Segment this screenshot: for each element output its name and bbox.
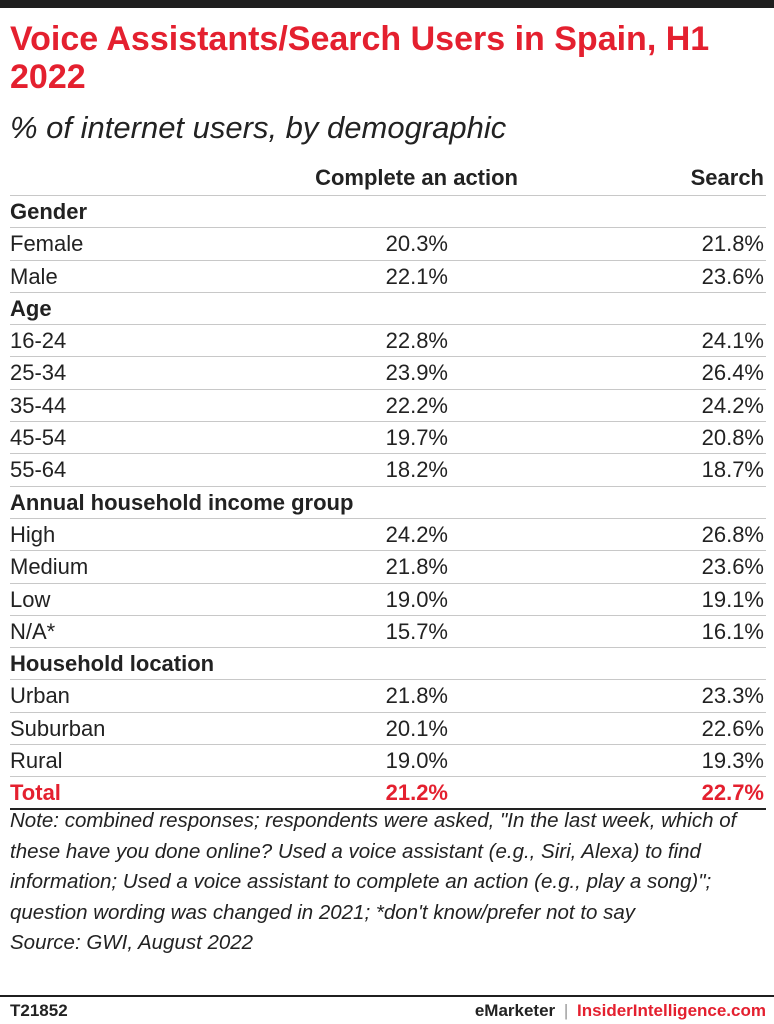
cell-search: 18.7% xyxy=(701,457,764,483)
table-group-row: Household location xyxy=(10,648,766,681)
cell-complete-action: 22.1% xyxy=(385,263,448,289)
cell-search: 16.1% xyxy=(701,618,764,644)
row-label: Female xyxy=(10,231,84,257)
table-row: Female 20.3% 21.8% xyxy=(10,228,766,261)
table-row: N/A* 15.7% 16.1% xyxy=(10,616,766,649)
table-row: Male 22.1% 23.6% xyxy=(10,261,766,293)
row-label: 35-44 xyxy=(10,392,67,418)
group-label: Household location xyxy=(10,651,215,677)
table-row: 55-64 18.2% 18.7% xyxy=(10,454,766,487)
note-text: Note: combined responses; respondents we… xyxy=(10,809,737,924)
table-row: Medium 21.8% 23.6% xyxy=(10,551,766,584)
cell-complete-action: 19.0% xyxy=(385,748,448,774)
cell-complete-action: 19.0% xyxy=(385,586,448,612)
table-group-row: Gender xyxy=(10,196,766,229)
table-row: 25-34 23.9% 26.4% xyxy=(10,357,766,390)
cell-search: 23.6% xyxy=(701,554,764,580)
group-label: Gender xyxy=(10,199,88,224)
row-label: Urban xyxy=(10,683,70,709)
cell-complete-action: 20.3% xyxy=(385,231,448,257)
cell-complete-action: 18.2% xyxy=(385,457,448,483)
cell-complete-action: 21.8% xyxy=(385,554,448,580)
brand-insiderintelligence: InsiderIntelligence.com xyxy=(577,1001,766,1020)
bottom-rule xyxy=(0,995,774,997)
cell-complete-action: 24.2% xyxy=(385,521,448,547)
cell-search: 23.6% xyxy=(701,263,764,289)
row-label: Male xyxy=(10,263,58,289)
cell-search: 21.8% xyxy=(701,231,764,257)
group-label: Age xyxy=(10,295,52,321)
table-row: Rural 19.0% 19.3% xyxy=(10,745,766,778)
cell-search: 20.8% xyxy=(701,425,764,451)
cell-search: 26.8% xyxy=(701,521,764,547)
cell-search: 24.1% xyxy=(701,328,764,354)
table-row: Urban 21.8% 23.3% xyxy=(10,680,766,713)
table-row: 16-24 22.8% 24.1% xyxy=(10,325,766,358)
cell-complete-action: 22.2% xyxy=(385,392,448,418)
cell-search: 19.3% xyxy=(701,748,764,774)
table-row: Low 19.0% 19.1% xyxy=(10,584,766,616)
group-label: Annual household income group xyxy=(10,489,354,515)
cell-complete-action: 19.7% xyxy=(385,425,448,451)
note-block: Note: combined responses; respondents we… xyxy=(10,806,766,959)
row-label: 25-34 xyxy=(10,360,67,386)
row-label: High xyxy=(10,521,56,547)
table-row: High 24.2% 26.8% xyxy=(10,519,766,552)
column-header-search: Search xyxy=(690,165,764,190)
chart-id: T21852 xyxy=(10,1001,68,1020)
column-header-action: Complete an action xyxy=(315,165,518,190)
row-label: Medium xyxy=(10,554,89,580)
cell-search: 22.6% xyxy=(701,715,764,741)
cell-search: 22.7% xyxy=(701,780,764,806)
row-label: 55-64 xyxy=(10,457,67,483)
table-group-row: Annual household income group xyxy=(10,487,766,519)
brand-emarketer: eMarketer xyxy=(474,1001,556,1020)
table-body: Gender Female 20.3% 21.8% Male 22.1% 23.6% Age 1… xyxy=(10,196,766,810)
row-label: 45-54 xyxy=(10,425,67,451)
table-group-row: Age xyxy=(10,293,766,326)
cell-search: 24.2% xyxy=(701,392,764,418)
row-label: 16-24 xyxy=(10,328,67,354)
cell-complete-action: 21.8% xyxy=(385,683,448,709)
table-row: 45-54 19.7% 20.8% xyxy=(10,422,766,455)
top-rule xyxy=(0,0,774,8)
row-label: Total xyxy=(10,780,61,806)
chart-title: Voice Assistants/Search Users in Spain, … xyxy=(10,20,710,96)
table-total-row: Total 21.2% 22.7% xyxy=(10,777,766,810)
row-label: Rural xyxy=(10,748,63,774)
cell-complete-action: 15.7% xyxy=(385,618,448,644)
cell-search: 19.1% xyxy=(701,586,764,612)
row-label: Low xyxy=(10,586,51,612)
table-row: 35-44 22.2% 24.2% xyxy=(10,390,766,423)
cell-complete-action: 20.1% xyxy=(385,715,448,741)
table-header-row: Complete an action Search xyxy=(10,162,766,196)
table-row: Suburban 20.1% 22.6% xyxy=(10,713,766,746)
source-text: Source: GWI, August 2022 xyxy=(10,931,254,954)
cell-complete-action: 22.8% xyxy=(385,328,448,354)
cell-complete-action: 21.2% xyxy=(385,780,448,806)
footer-brand: eMarketer | InsiderIntelligence.com xyxy=(475,1000,766,1022)
row-label: N/A* xyxy=(10,618,56,644)
brand-separator: | xyxy=(563,1001,569,1020)
cell-search: 23.3% xyxy=(701,683,764,709)
row-label: Suburban xyxy=(10,715,106,741)
chart-subtitle: % of internet users, by demographic xyxy=(10,110,507,145)
data-table: Complete an action Search Gender Female 20… xyxy=(10,162,766,810)
cell-search: 26.4% xyxy=(701,360,764,386)
cell-complete-action: 23.9% xyxy=(385,360,448,386)
